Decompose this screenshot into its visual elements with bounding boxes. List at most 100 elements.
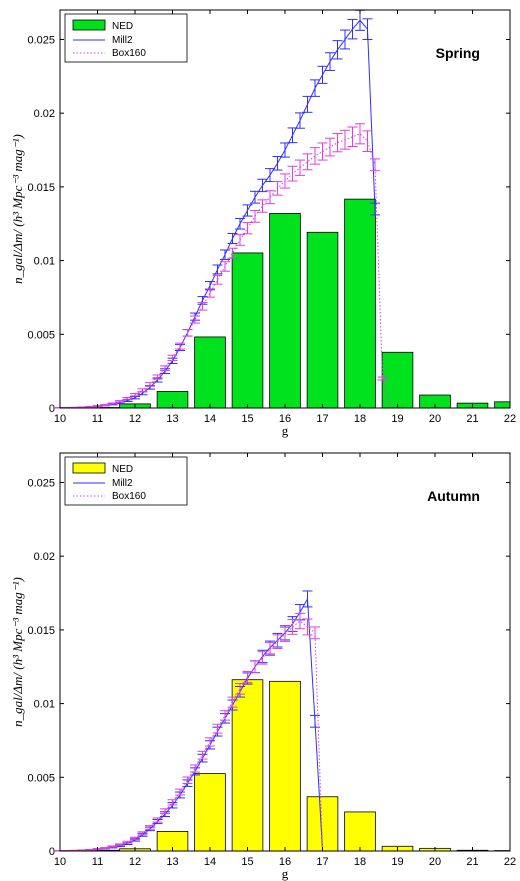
bar-autumn-5 xyxy=(231,679,264,852)
error-bar-box160-32 xyxy=(295,159,305,176)
error-bar-box160-37 xyxy=(332,133,343,153)
error-bar-mill2-34 xyxy=(310,79,320,97)
x-tick-label: 22 xyxy=(504,413,516,425)
x-axis-label: g xyxy=(282,423,289,438)
error-bar-box160-22 xyxy=(220,710,230,721)
error-bar-mill2-35 xyxy=(317,65,328,84)
error-bar-mill2-33 xyxy=(302,590,313,608)
bar-spring-5 xyxy=(231,252,264,409)
x-tick-label: 16 xyxy=(279,856,291,868)
error-bar-box160-34 xyxy=(310,147,320,165)
error-bar-box160-23 xyxy=(227,696,238,708)
error-bar-box160-17 xyxy=(182,776,193,784)
y-tick-label: 0.015 xyxy=(27,182,55,194)
error-bar-box160-9 xyxy=(122,397,133,400)
error-bar-box160-15 xyxy=(167,354,178,362)
legend-swatch-ned xyxy=(72,462,106,474)
error-bar-mill2-29 xyxy=(272,156,283,171)
y-tick-label: 0.025 xyxy=(27,477,55,489)
error-bar-box160-11 xyxy=(137,831,148,836)
x-tick-label: 13 xyxy=(166,856,178,868)
x-tick-label: 10 xyxy=(54,413,66,425)
bar-autumn-6 xyxy=(269,680,301,852)
y-tick-label: 0.02 xyxy=(34,108,55,120)
error-bar-mill2-24 xyxy=(235,217,245,230)
error-bar-box160-30 xyxy=(280,626,290,642)
legend-label-mill2: Mill2 xyxy=(112,478,133,489)
x-tick-label: 14 xyxy=(204,413,216,425)
error-bar-box160-39 xyxy=(347,126,358,147)
error-bar-mill2-27 xyxy=(257,178,268,193)
y-axis-label: n_gal/Δm/ (h³ Mpc⁻³ mag⁻¹) xyxy=(10,134,25,284)
error-bar-box160-24 xyxy=(235,683,245,695)
error-bar-box160-12 xyxy=(145,825,155,830)
error-bar-box160-34 xyxy=(310,626,320,640)
error-bar-box160-32 xyxy=(295,612,305,630)
error-bar-box160-23 xyxy=(227,247,238,259)
x-tick-label: 14 xyxy=(204,856,216,868)
error-bar-box160-17 xyxy=(182,329,193,337)
x-tick-label: 22 xyxy=(504,856,516,868)
error-bar-box160-10 xyxy=(130,836,140,841)
series-line-box160 xyxy=(59,620,323,852)
error-bar-box160-10 xyxy=(130,393,140,397)
error-bar-box160-16 xyxy=(175,342,185,350)
error-bar-mill2-38 xyxy=(340,29,350,50)
error-bar-box160-19 xyxy=(197,301,208,311)
error-bar-box160-31 xyxy=(287,165,298,182)
error-bar-box160-31 xyxy=(287,619,298,635)
x-tick-label: 21 xyxy=(466,413,478,425)
bar-autumn-4 xyxy=(194,773,226,852)
error-bar-mill2-39 xyxy=(347,18,358,40)
error-bar-box160-42 xyxy=(370,158,380,172)
error-bar-box160-27 xyxy=(257,199,268,213)
legend-swatch-ned xyxy=(72,19,106,31)
bar-spring-7 xyxy=(306,231,339,409)
y-tick-label: 0.01 xyxy=(34,256,55,268)
error-bar-box160-29 xyxy=(272,181,283,196)
legend: NED Mill2 Box160 xyxy=(64,13,188,63)
error-bar-box160-18 xyxy=(190,315,200,324)
y-tick-label: 0.015 xyxy=(27,625,55,637)
error-bar-box160-21 xyxy=(212,274,223,285)
x-tick-label: 18 xyxy=(354,856,366,868)
error-bar-box160-28 xyxy=(265,642,275,657)
bar-spring-4 xyxy=(194,336,226,409)
x-tick-label: 20 xyxy=(429,413,441,425)
error-bar-box160-33 xyxy=(302,153,313,171)
y-tick-label: 0.02 xyxy=(34,551,55,563)
x-tick-label: 17 xyxy=(316,856,328,868)
bar-spring-8 xyxy=(344,198,376,409)
error-bar-box160-43 xyxy=(377,376,388,381)
error-bar-box160-28 xyxy=(265,190,275,205)
error-bar-mill2-25 xyxy=(242,204,253,217)
error-bar-box160-13 xyxy=(152,817,163,823)
error-bar-box160-26 xyxy=(250,209,260,223)
error-bar-box160-41 xyxy=(362,130,373,153)
legend-box xyxy=(64,13,188,63)
error-bar-box160-6 xyxy=(100,847,110,849)
error-bar-box160-9 xyxy=(122,840,133,844)
error-bar-box160-35 xyxy=(317,142,328,161)
error-bar-box160-40 xyxy=(355,123,365,145)
error-bar-box160-16 xyxy=(175,788,185,796)
error-bar-box160-11 xyxy=(137,388,148,393)
x-tick-label: 13 xyxy=(166,413,178,425)
error-bar-box160-30 xyxy=(280,173,290,189)
y-tick-label: 0.005 xyxy=(27,329,55,341)
error-bar-mill2-41 xyxy=(362,18,373,40)
error-bar-box160-33 xyxy=(302,618,313,636)
x-tick-label: 12 xyxy=(129,413,141,425)
bar-autumn-8 xyxy=(344,811,376,852)
error-bar-box160-29 xyxy=(272,634,283,649)
y-axis-label: n_gal/Δm/ (h³ Mpc⁻³ mag⁻¹) xyxy=(10,577,25,727)
error-bar-mill2-23 xyxy=(227,232,238,244)
x-tick-label: 21 xyxy=(466,856,478,868)
x-tick-label: 12 xyxy=(129,856,141,868)
bar-spring-12 xyxy=(494,401,511,409)
error-bar-box160-18 xyxy=(190,764,200,773)
error-bar-box160-26 xyxy=(250,660,260,674)
x-axis-label: g xyxy=(282,866,289,881)
